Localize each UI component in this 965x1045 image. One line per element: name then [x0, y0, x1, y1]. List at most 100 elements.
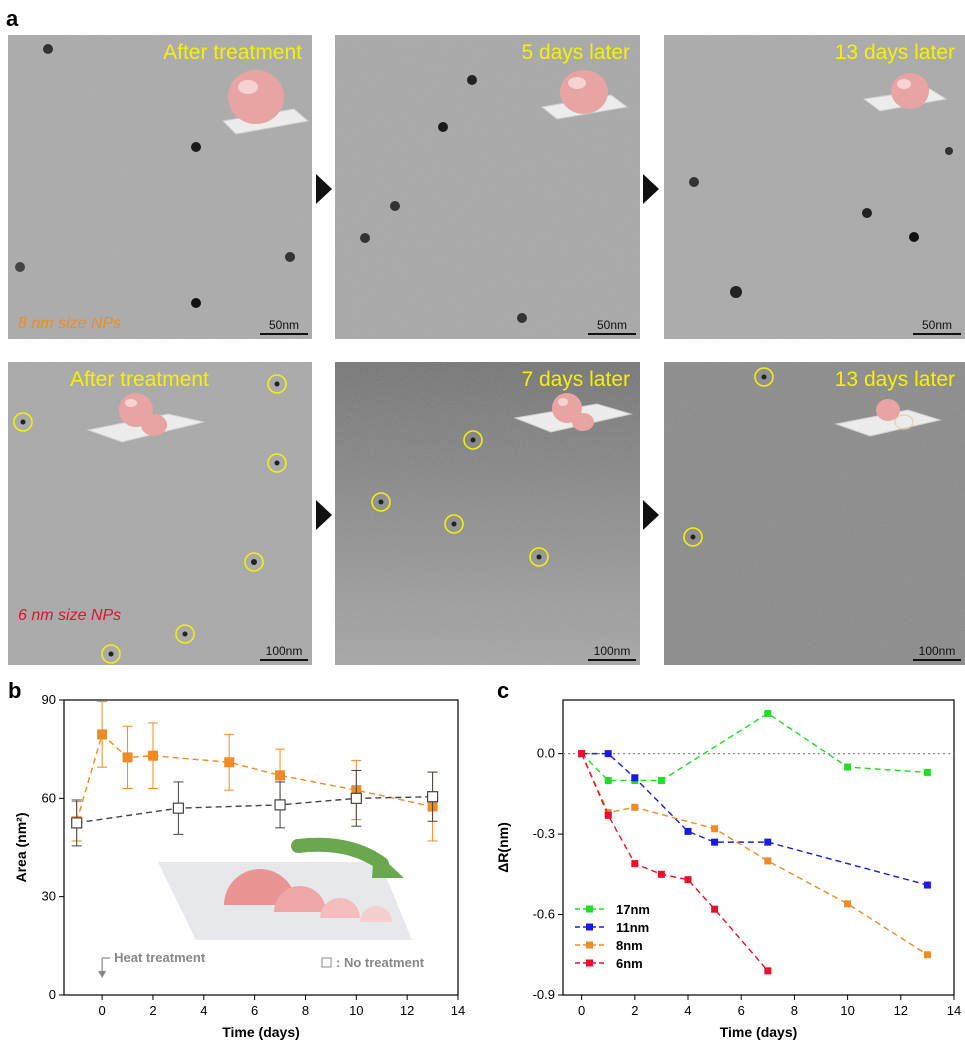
tem-micrograph: [664, 362, 965, 665]
image-label: 13 days later: [834, 41, 955, 64]
image-label: 5 days later: [521, 41, 630, 64]
x-tick-label: 0: [578, 1003, 585, 1018]
nanoparticle-dome: [224, 869, 296, 905]
scale-bar: 50nm: [913, 318, 961, 335]
y-tick-label: 30: [42, 889, 56, 904]
y-tick-label: 0: [49, 987, 56, 1002]
series-line-0: [76, 733, 433, 822]
trend-arrow-head-icon: [372, 850, 404, 878]
series-line-17nm: [581, 712, 928, 782]
x-axis-label: Time (days): [222, 1024, 300, 1040]
y-tick-label: -0.6: [533, 907, 555, 922]
x-tick-label: 10: [840, 1003, 854, 1018]
nanoparticle-shrink-illustration: [158, 837, 412, 940]
x-tick-label: 6: [251, 1003, 258, 1018]
scale-bar: 50nm: [260, 318, 308, 335]
data-point: [275, 770, 286, 781]
x-tick-label: 0: [99, 1003, 106, 1018]
data-point: [578, 750, 586, 758]
x-tick-label: 12: [894, 1003, 908, 1018]
sequence-arrow: [643, 500, 659, 530]
x-tick-label: 10: [349, 1003, 363, 1018]
image-label: After treatment: [70, 368, 209, 391]
tem-image-row1-1: After treatment 8 nm size NPs 50nm: [8, 35, 312, 339]
heat-treatment-arrow-icon: [98, 971, 107, 978]
tem-micrograph: [664, 35, 965, 339]
y-tick-label: 90: [42, 692, 56, 707]
data-point: [923, 951, 931, 959]
x-tick-label: 2: [631, 1003, 638, 1018]
scale-bar: 100nm: [260, 644, 308, 661]
y-tick-label: 60: [42, 790, 56, 805]
legend-label: 11nm: [616, 920, 649, 935]
legend-marker: [586, 941, 593, 949]
image-label: 13 days later: [834, 368, 955, 391]
y-tick-label: -0.3: [533, 826, 555, 841]
legend-label: 6nm: [616, 956, 643, 971]
data-point: [97, 729, 108, 740]
x-tick-label: 8: [302, 1003, 309, 1018]
data-point: [274, 799, 286, 811]
sequence-arrow: [316, 174, 332, 204]
legend-marker: [586, 905, 593, 913]
no-treatment-legend-label: : No treatment: [336, 955, 425, 970]
tem-micrograph: [8, 362, 312, 665]
data-point: [844, 763, 852, 771]
data-point: [764, 709, 772, 717]
x-tick-label: 4: [200, 1003, 207, 1018]
data-point: [604, 750, 612, 758]
data-point: [426, 791, 439, 803]
data-point: [631, 803, 639, 811]
y-axis-label: ΔR(nm): [495, 822, 511, 873]
image-label: After treatment: [163, 41, 302, 64]
sequence-arrow: [316, 500, 332, 530]
x-axis-label: Time (days): [720, 1024, 798, 1040]
data-point: [764, 967, 772, 975]
data-point: [923, 768, 931, 776]
chart-delta-r-vs-time: 0 2 4 6 8 10 12 14 0.0 -0.3 -0.6 -0.9 Time (days) ΔR(…: [495, 699, 961, 1040]
data-point: [604, 811, 612, 819]
panel-b-letter: b: [8, 678, 22, 703]
y-axis-label: Area (nm²): [13, 812, 29, 882]
data-point: [172, 802, 184, 814]
tem-image-row2-1: After treatment 6 nm size NPs 100nm: [8, 362, 312, 665]
legend-label: 17nm: [616, 902, 650, 917]
data-point: [684, 876, 692, 884]
panel-c-letter: c: [497, 678, 510, 703]
plot-frame: [562, 699, 955, 996]
series-line-6nm: [580, 753, 769, 972]
y-tick-label: -0.9: [533, 987, 555, 1002]
nanoparticle-model-icon: [221, 70, 310, 135]
image-label: 7 days later: [521, 368, 630, 391]
scale-bar: 100nm: [588, 644, 636, 661]
tem-micrograph: [335, 35, 640, 339]
data-point: [764, 838, 772, 846]
nanoparticle-dome: [360, 906, 392, 922]
data-point: [764, 857, 772, 865]
legend-marker: [586, 923, 593, 931]
data-point: [657, 870, 665, 878]
data-point: [631, 774, 639, 782]
data-point: [711, 825, 719, 833]
nanoparticle-model-icon: [834, 399, 942, 437]
x-tick-label: 8: [791, 1003, 798, 1018]
data-point: [657, 776, 665, 784]
series-line-1: [76, 795, 433, 824]
data-point: [224, 757, 235, 768]
tem-image-row2-3: 13 days later 100nm: [664, 362, 965, 665]
trend-arrow-icon: [291, 837, 389, 871]
no-treatment-legend-marker: [321, 957, 332, 968]
legend-marker: [586, 959, 593, 967]
data-point: [147, 750, 158, 761]
data-point: [711, 838, 719, 846]
x-tick-label: 6: [738, 1003, 745, 1018]
plot-frame: [63, 699, 459, 996]
tem-image-row2-2: 7 days later 100nm: [335, 362, 640, 665]
nanoparticle-model-icon: [86, 393, 205, 443]
nanoparticle-dome: [320, 898, 360, 918]
data-point: [71, 817, 83, 829]
chart-area-vs-time: 0 2 4 6 8 10 12 14 0 30 60 90 Time (days) Area (nm²) H…: [13, 692, 465, 1040]
panel-a-letter: a: [6, 6, 19, 31]
y-tick-label: 0.0: [537, 746, 555, 761]
nanoparticle-model-icon: [513, 393, 633, 433]
